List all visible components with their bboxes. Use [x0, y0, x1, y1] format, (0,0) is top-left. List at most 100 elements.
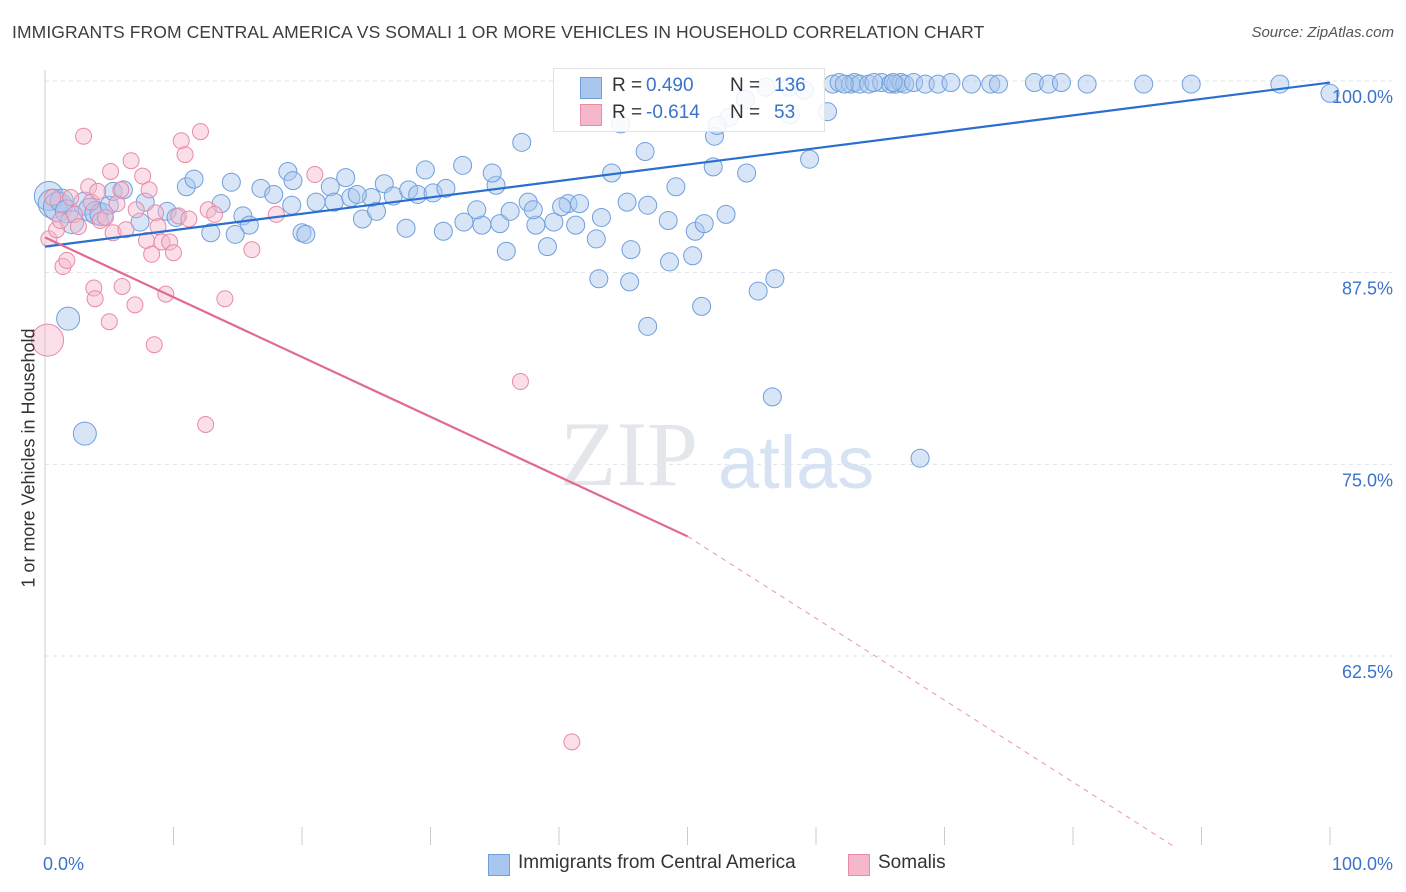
data-point-central-america — [367, 201, 387, 221]
tick-labels: 100.0% 87.5% 75.0% 62.5% 0.0% 100.0% — [43, 87, 1393, 874]
data-point-central-america — [883, 73, 903, 93]
y-tick-label: 100.0% — [1332, 87, 1393, 107]
data-point-central-america — [765, 269, 785, 289]
data-point-central-america — [620, 272, 640, 292]
data-point-somalis — [86, 290, 104, 308]
data-point-central-america — [336, 168, 356, 188]
legend-n-value: 53 — [774, 102, 796, 123]
series-somalis-points — [31, 123, 581, 751]
legend-n-value: 136 — [774, 75, 806, 96]
data-point-central-america — [692, 296, 712, 316]
data-point-somalis — [216, 290, 234, 308]
data-point-central-america — [800, 149, 820, 169]
data-point-central-america — [570, 194, 590, 214]
data-point-somalis — [306, 166, 324, 184]
data-point-central-america — [621, 240, 641, 260]
data-point-central-america — [490, 214, 510, 234]
data-point-central-america — [566, 215, 586, 235]
data-point-central-america — [683, 246, 703, 266]
data-point-central-america — [748, 281, 768, 301]
data-point-somalis — [113, 277, 131, 295]
x-tick-label: 100.0% — [1332, 854, 1393, 874]
data-point-central-america — [1024, 73, 1044, 93]
chart-title: IMMIGRANTS FROM CENTRAL AMERICA VS SOMAL… — [12, 22, 985, 42]
legend-r-value: 0.490 — [646, 75, 694, 96]
legend-n-label: N = — [730, 102, 761, 123]
data-point-somalis — [147, 204, 165, 222]
data-point-central-america — [56, 306, 81, 331]
data-point-central-america — [834, 74, 854, 94]
data-point-central-america — [176, 177, 196, 197]
data-point-somalis — [165, 244, 182, 262]
data-point-central-america — [436, 178, 456, 198]
y-tick-label: 87.5% — [1342, 279, 1393, 299]
data-point-central-america — [523, 200, 543, 220]
data-point-somalis — [100, 313, 118, 331]
x-tick-label: 0.0% — [43, 854, 84, 874]
data-point-somalis — [140, 181, 158, 199]
data-point-central-america — [399, 180, 419, 200]
data-point-central-america — [512, 132, 532, 152]
data-point-central-america — [694, 214, 714, 234]
data-point-somalis — [126, 296, 144, 314]
trendline-somalis — [44, 236, 688, 538]
data-point-somalis — [122, 152, 140, 170]
data-point-somalis — [85, 279, 103, 297]
data-point-central-america — [467, 200, 487, 220]
data-point-somalis — [170, 207, 188, 225]
data-point-central-america — [1320, 83, 1340, 103]
data-point-central-america — [552, 197, 572, 217]
data-point-central-america — [658, 211, 678, 231]
data-point-central-america — [225, 224, 245, 244]
data-point-somalis — [75, 127, 93, 145]
data-point-central-america — [211, 194, 231, 214]
data-point-central-america — [988, 74, 1008, 94]
data-point-somalis — [51, 212, 69, 230]
data-point-central-america — [184, 169, 204, 189]
data-point-central-america — [453, 155, 473, 175]
bottom-legend-label: Somalis — [878, 852, 946, 873]
legend-r-value: -0.614 — [646, 102, 700, 123]
legend-swatch-pink — [580, 104, 602, 126]
data-point-central-america — [1181, 74, 1201, 94]
data-point-somalis — [176, 146, 194, 164]
data-point-somalis — [127, 201, 145, 219]
data-point-somalis — [58, 251, 76, 269]
trendline-somalis-extrapolated — [687, 535, 1177, 849]
data-point-central-america — [1134, 74, 1154, 94]
data-point-central-america — [638, 195, 658, 215]
data-point-central-america — [1051, 73, 1071, 93]
data-point-central-america — [296, 224, 316, 244]
watermark: ZIP atlas — [560, 403, 874, 505]
data-point-somalis — [48, 221, 66, 239]
data-point-central-america — [282, 195, 302, 215]
data-point-somalis — [161, 233, 179, 251]
data-point-central-america — [221, 172, 241, 192]
legend-r-label: R = — [612, 102, 643, 123]
data-point-central-america — [666, 177, 686, 197]
data-point-central-america — [716, 204, 736, 224]
data-point-central-america — [482, 163, 502, 183]
legend-r-label: R = — [612, 75, 643, 96]
data-point-somalis — [108, 195, 126, 213]
data-point-somalis — [69, 218, 87, 236]
data-point-central-america — [737, 163, 757, 183]
bottom-legend-label: Immigrants from Central America — [518, 852, 796, 873]
data-point-central-america — [306, 192, 326, 212]
watermark-atlas: atlas — [718, 421, 874, 504]
data-point-somalis — [89, 182, 107, 200]
data-point-somalis — [91, 212, 109, 230]
data-point-somalis — [563, 733, 581, 751]
legend-n-label: N = — [730, 75, 761, 96]
data-point-central-america — [638, 316, 658, 336]
watermark-zip: ZIP — [560, 403, 698, 505]
data-point-somalis — [180, 210, 198, 228]
data-point-somalis — [117, 221, 135, 239]
data-point-somalis — [143, 245, 161, 263]
data-point-somalis — [62, 189, 80, 207]
data-point-central-america — [762, 387, 782, 407]
data-point-central-america — [433, 221, 453, 241]
trendline-central-america — [44, 81, 1331, 248]
data-point-central-america — [251, 178, 271, 198]
